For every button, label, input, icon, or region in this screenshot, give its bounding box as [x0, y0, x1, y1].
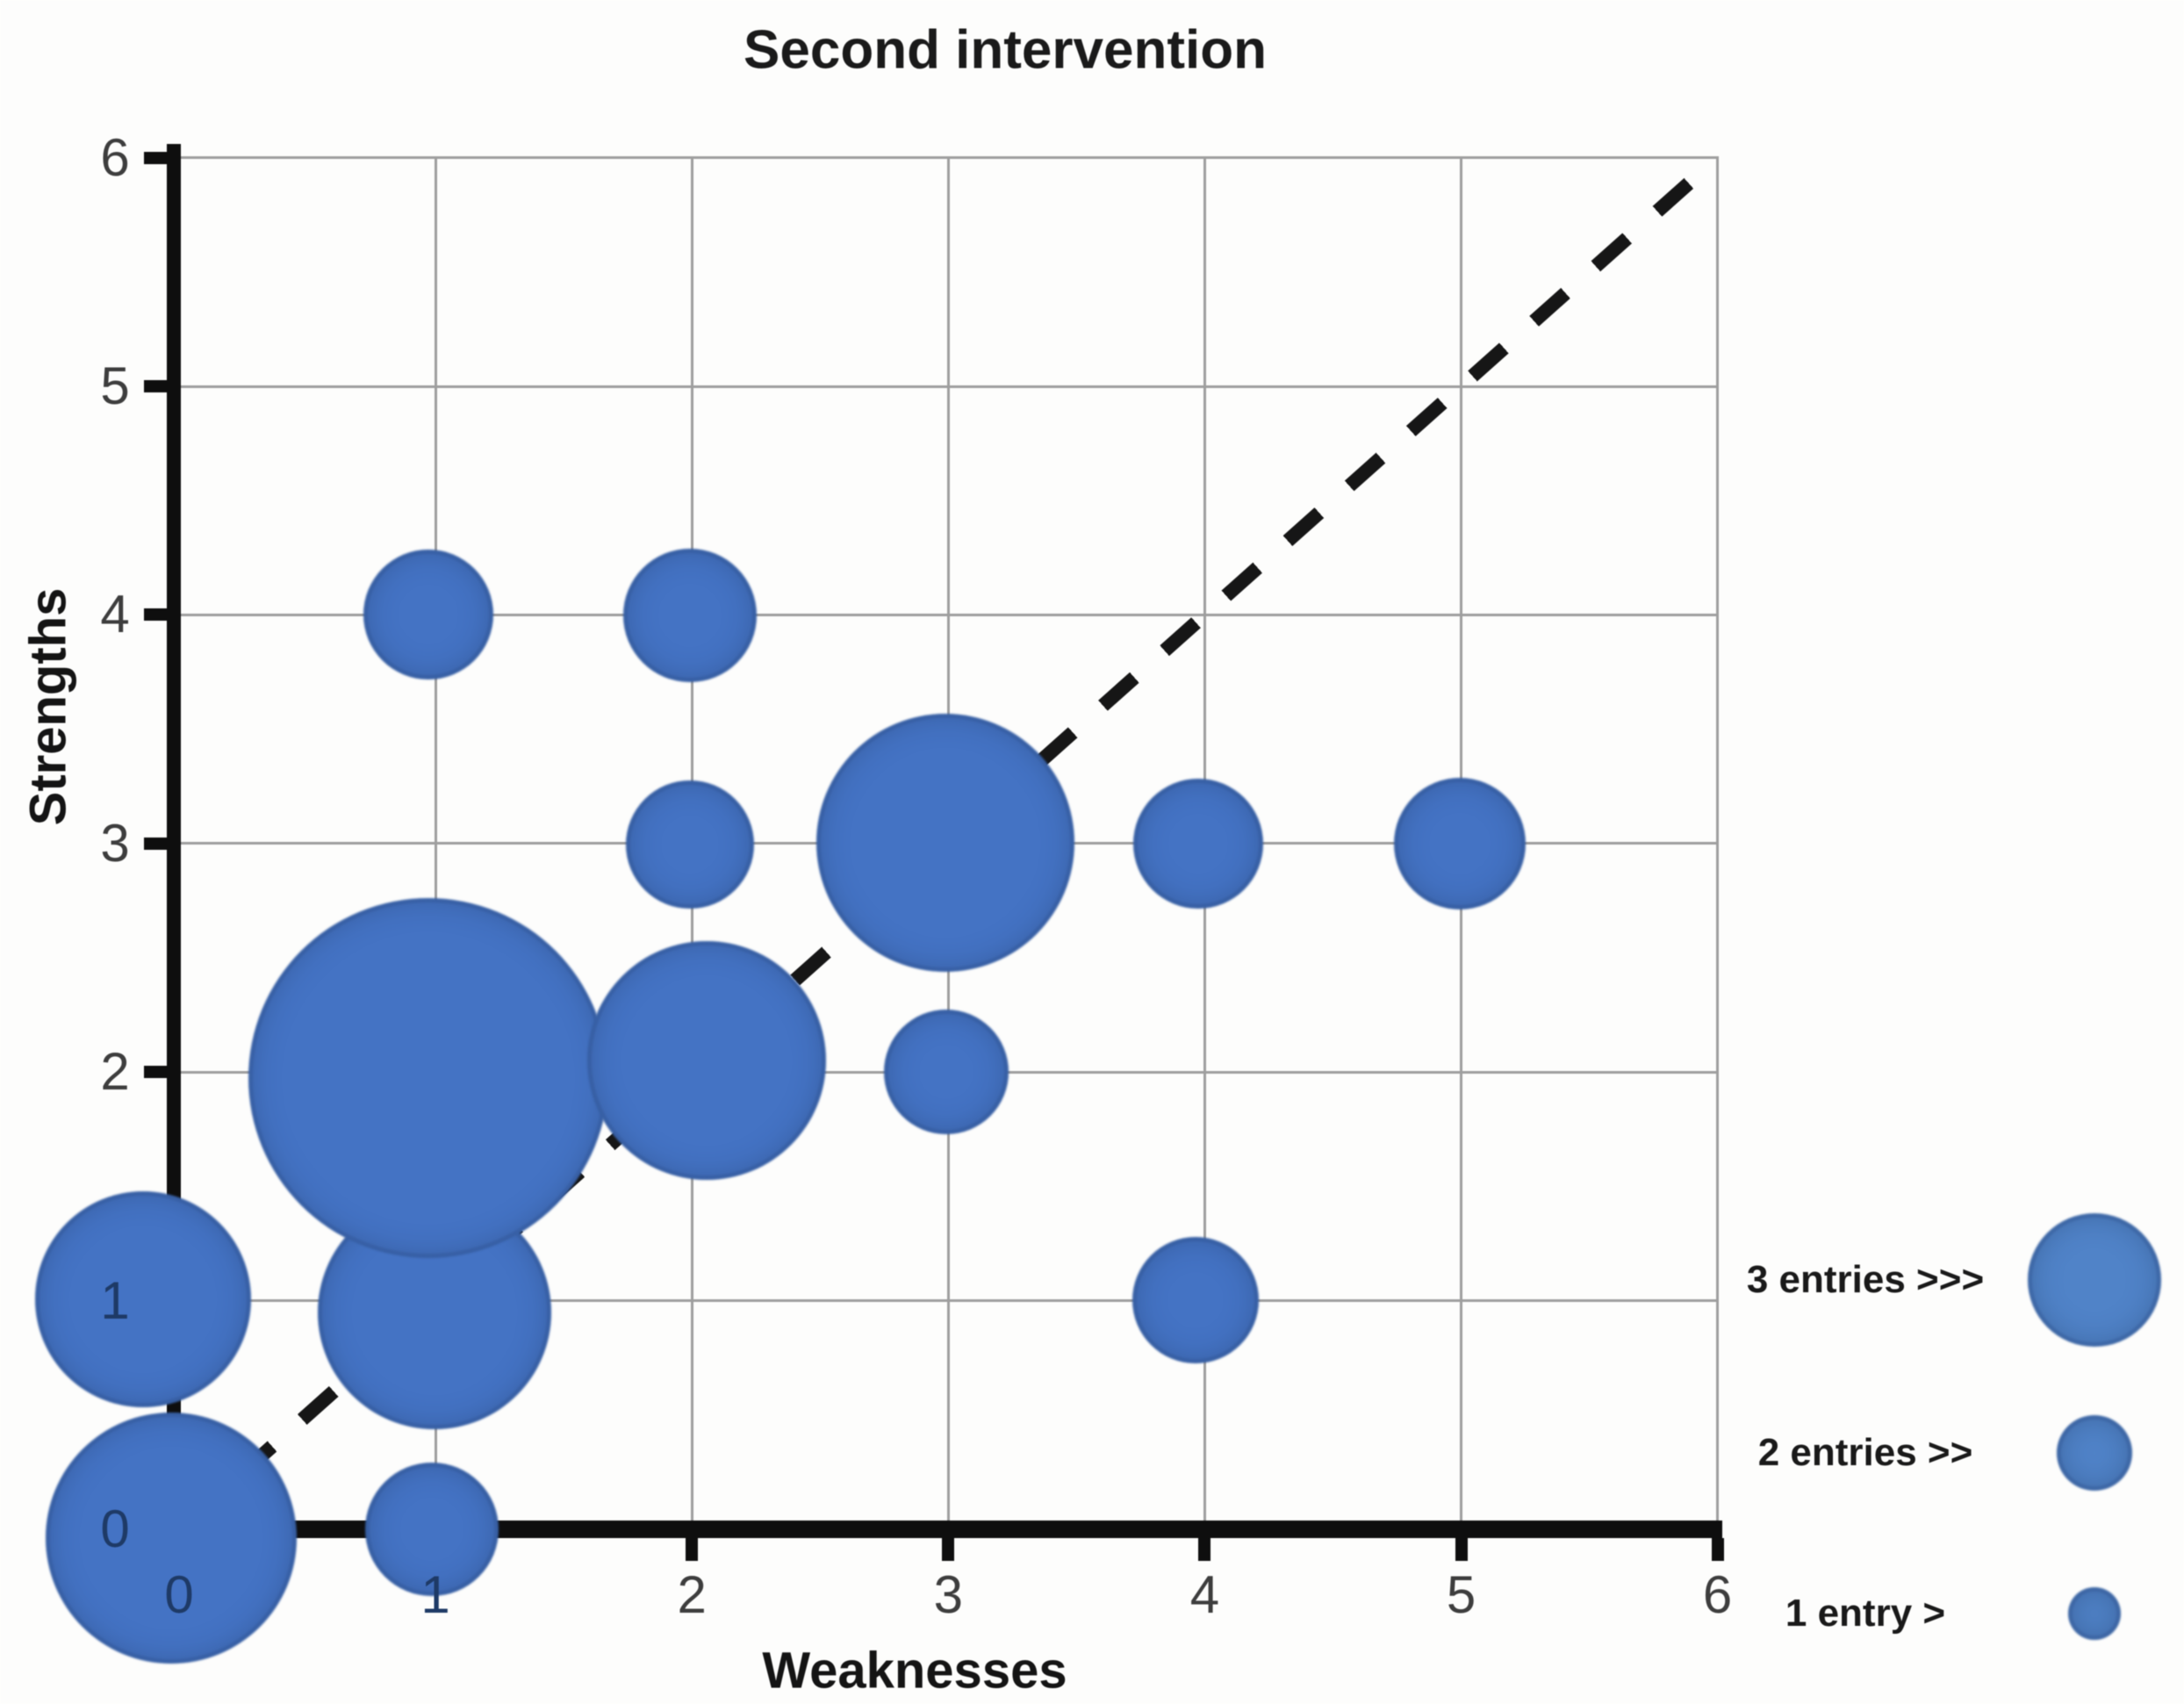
x-tick-label: 3: [933, 1565, 963, 1624]
bubble-x1-y0-1entries: [365, 1463, 499, 1596]
x-tick-label: 0: [164, 1565, 194, 1624]
y-tick-label: 1: [100, 1270, 130, 1330]
y-tick-label: 4: [100, 585, 130, 644]
y-tick-label: 0: [100, 1499, 130, 1558]
legend-label-3-entries: 3 entries >>>: [1746, 1258, 1985, 1301]
y-axis-title: Strengths: [19, 587, 77, 826]
legend-label-2-entries: 2 entries >>: [1757, 1431, 1973, 1474]
bubble-x4-y1-1entries: [1132, 1237, 1259, 1363]
chart-title: Second intervention: [744, 19, 1267, 81]
x-axis-tick: [1711, 1538, 1724, 1561]
y-axis-tick: [144, 837, 167, 850]
bubble-x0-y1-2entries: [35, 1191, 251, 1407]
x-axis-tick: [686, 1538, 699, 1561]
x-axis-tick: [1198, 1538, 1211, 1561]
bubble-x0-y0-2entries: [46, 1413, 297, 1664]
x-axis-title: Weaknesses: [762, 1642, 1067, 1700]
bubble-x1-y2-3entries: [248, 898, 608, 1258]
y-axis-tick: [144, 1066, 167, 1079]
gridline-horizontal: [179, 156, 1717, 160]
x-tick-label: 6: [1702, 1565, 1733, 1624]
gridline-horizontal: [179, 385, 1717, 388]
x-tick-label: 4: [1189, 1565, 1220, 1624]
y-axis-tick: [144, 151, 167, 164]
y-axis-tick: [144, 608, 167, 622]
bubble-x2-y3-1entries: [626, 780, 754, 909]
x-axis-line: [173, 1521, 1722, 1538]
bubble-x5-y3-1entries: [1394, 778, 1526, 910]
y-axis-tick: [144, 380, 167, 392]
gridline-vertical: [1716, 156, 1720, 1529]
bubble-x3-y2-1entries: [884, 1010, 1009, 1134]
bubble-x4-y3-1entries: [1133, 779, 1263, 909]
gridline-horizontal: [179, 1299, 1717, 1303]
bubble-x1-y4-1entries: [363, 550, 493, 679]
legend-bubble-1-entries: [2068, 1587, 2121, 1640]
bubble-x2-y4-1entries: [623, 549, 757, 682]
x-axis-tick: [1455, 1538, 1468, 1561]
y-tick-label: 6: [100, 127, 130, 187]
gridline-horizontal: [179, 613, 1717, 616]
legend-bubble-2-entries: [2057, 1415, 2132, 1491]
x-tick-label: 5: [1446, 1565, 1476, 1624]
bubble-x2-y2-2entries: [587, 941, 826, 1180]
y-tick-label: 3: [100, 813, 130, 873]
y-tick-label: 5: [100, 356, 130, 415]
y-tick-label: 2: [100, 1042, 130, 1102]
x-axis-tick: [942, 1538, 955, 1561]
x-tick-label: 2: [677, 1565, 707, 1624]
legend-bubble-3-entries: [2028, 1213, 2161, 1347]
legend-label-1-entries: 1 entry >: [1785, 1592, 1946, 1635]
bubble-x3-y3-2entries: [816, 714, 1074, 972]
x-tick-label: 1: [420, 1565, 450, 1624]
y-axis-line: [167, 144, 181, 1535]
